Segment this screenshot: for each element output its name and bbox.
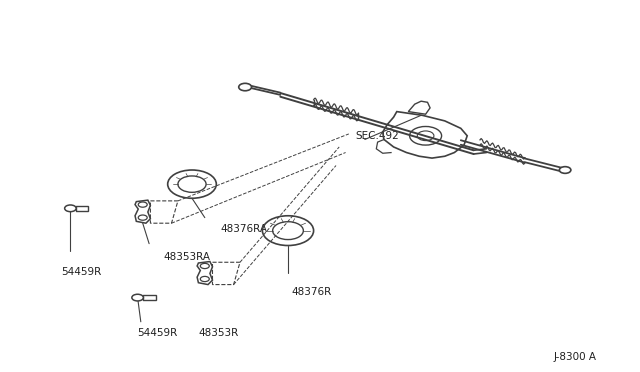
- Text: 48353RA: 48353RA: [163, 252, 210, 262]
- Circle shape: [65, 205, 76, 212]
- Circle shape: [239, 83, 252, 91]
- Text: 54459R: 54459R: [61, 267, 101, 276]
- Circle shape: [132, 294, 143, 301]
- Circle shape: [559, 167, 571, 173]
- Text: 48376R: 48376R: [291, 287, 332, 297]
- Text: 54459R: 54459R: [138, 328, 178, 338]
- Text: J-8300 A: J-8300 A: [554, 352, 596, 362]
- Text: 48376RA: 48376RA: [221, 224, 268, 234]
- Text: SEC.492: SEC.492: [355, 131, 399, 141]
- Text: 48353R: 48353R: [198, 328, 239, 338]
